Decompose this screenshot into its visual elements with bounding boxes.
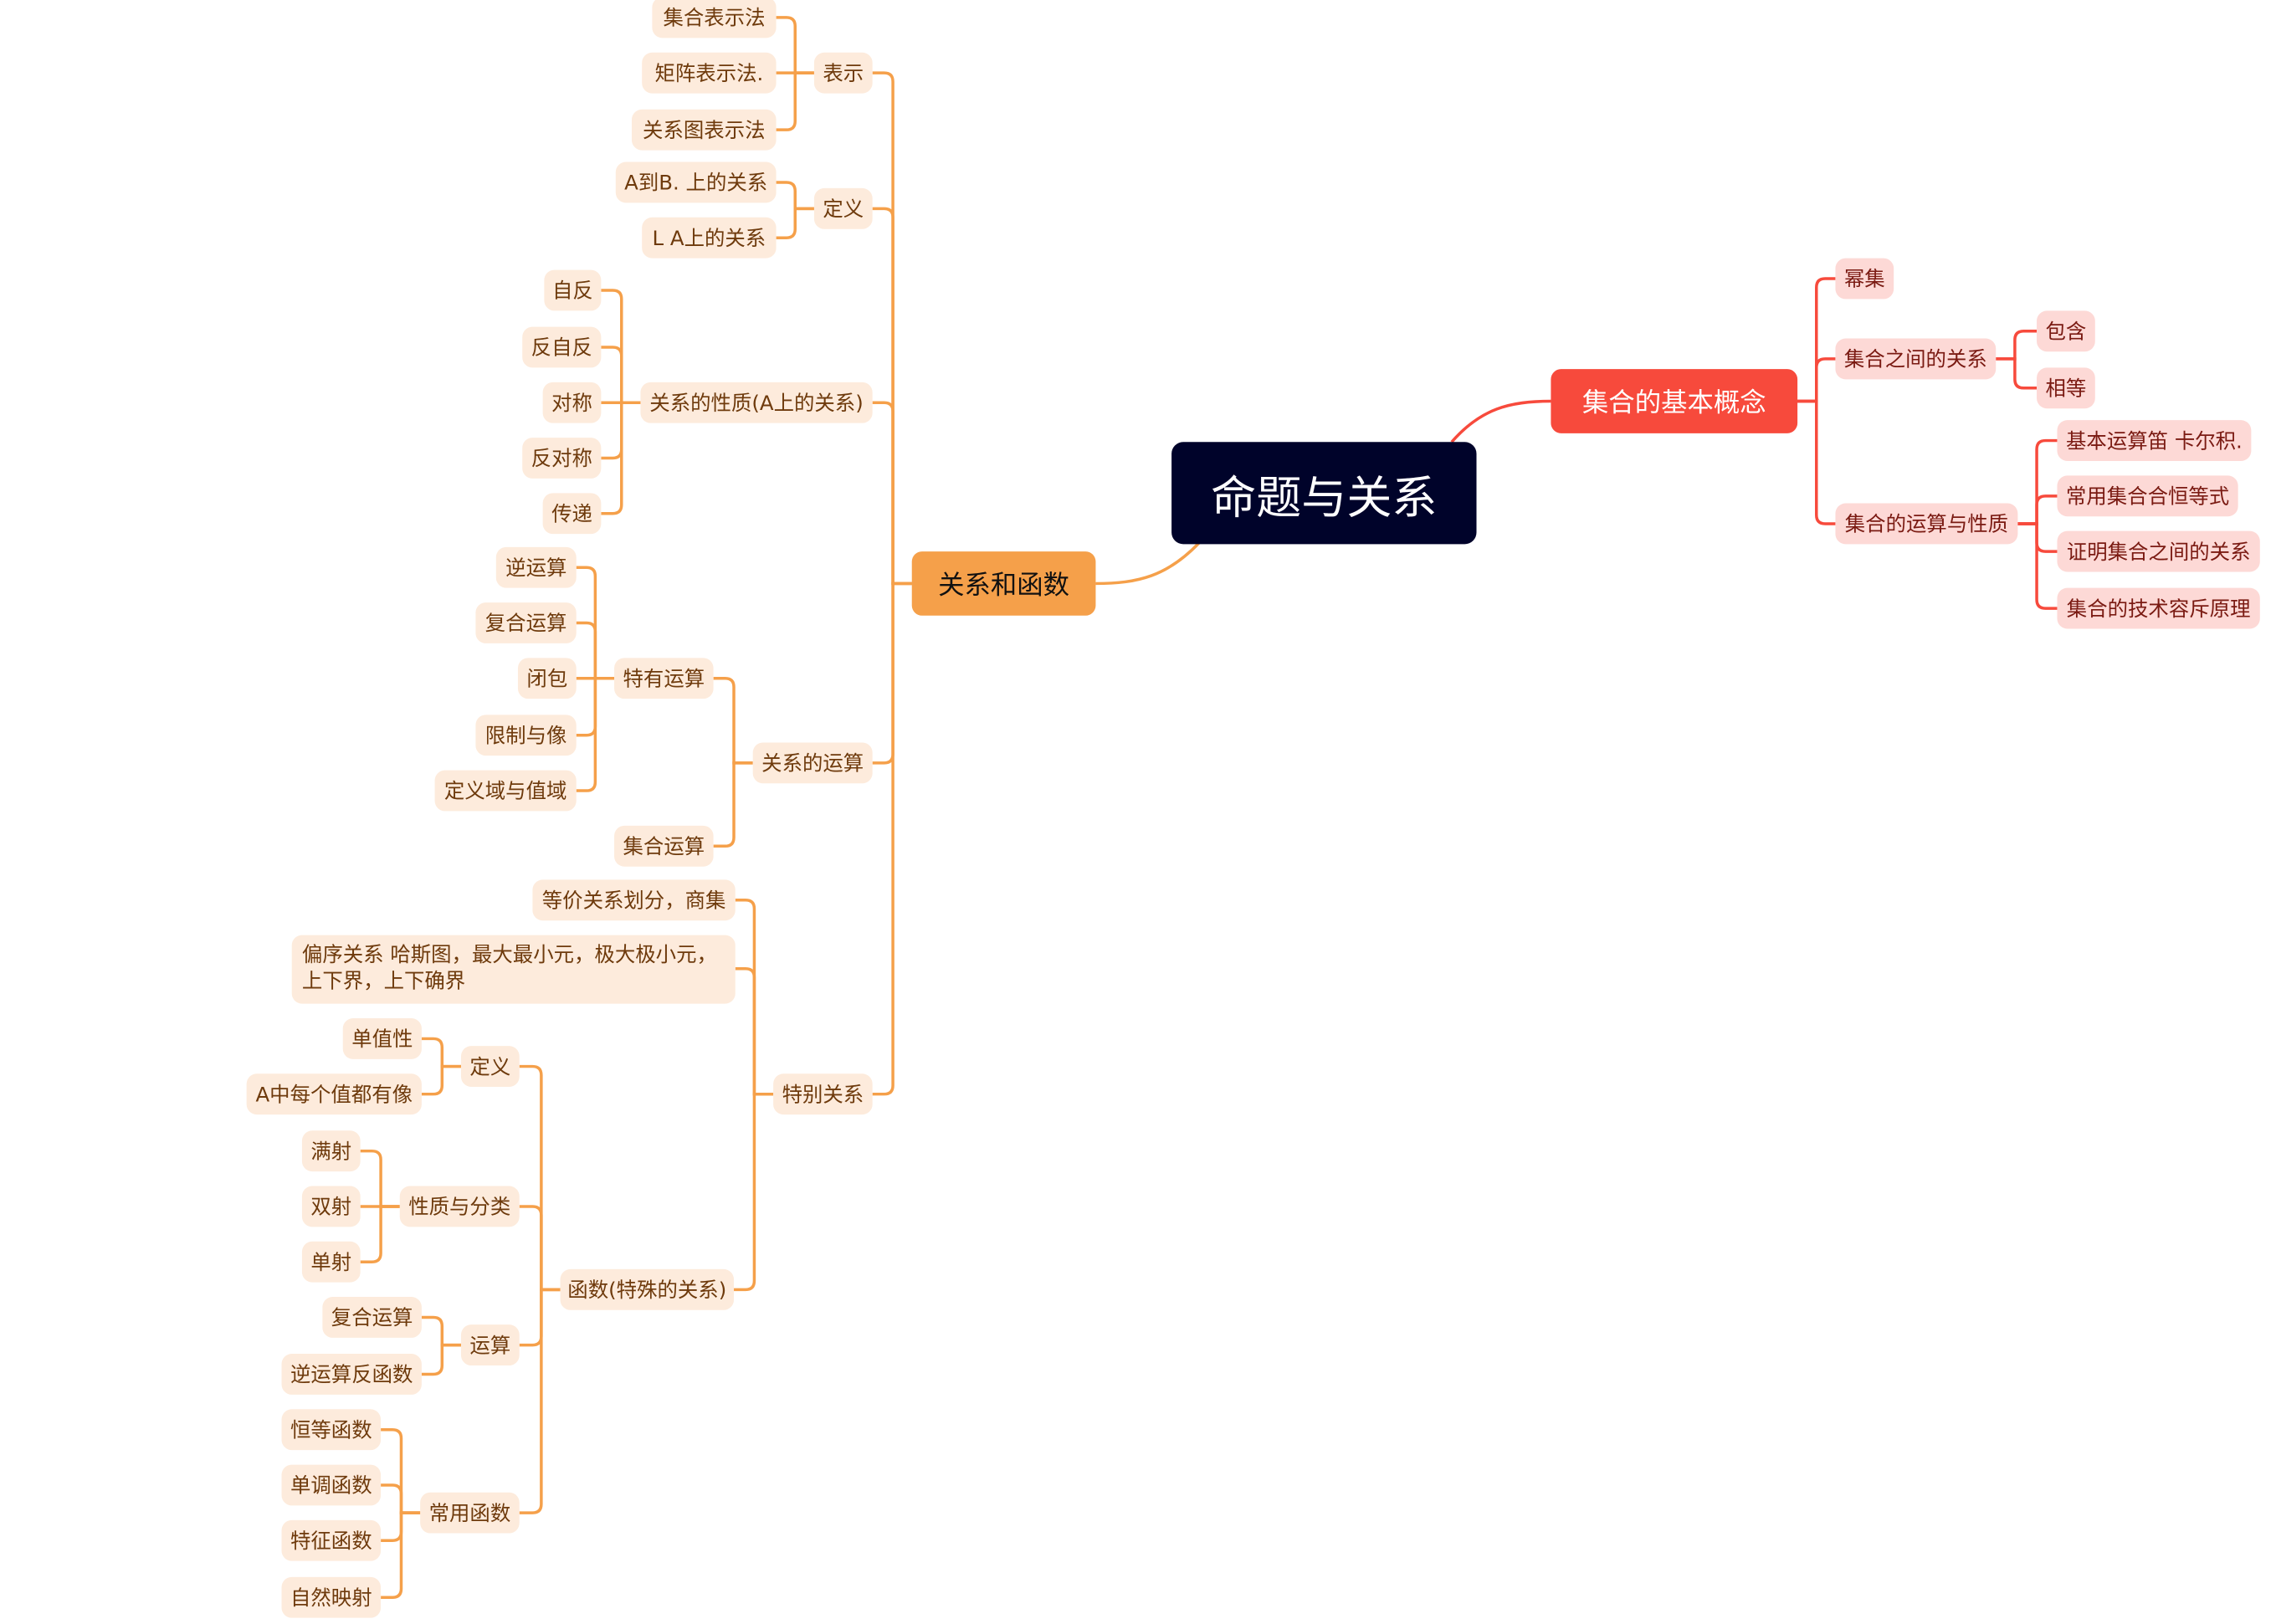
topic-node[interactable]: 关系的运算 <box>752 742 873 784</box>
topic-node[interactable]: 定义 <box>460 1046 520 1087</box>
connector <box>576 621 615 680</box>
connector <box>519 1064 561 1292</box>
connector <box>421 1037 461 1068</box>
topic-node[interactable]: 复合运算 <box>475 602 577 643</box>
topic-node[interactable]: 满射 <box>301 1130 361 1172</box>
connector <box>713 677 753 765</box>
topic-node[interactable]: 函数(特殊的关系) <box>560 1268 735 1310</box>
connector <box>519 1205 561 1292</box>
topic-node[interactable]: 运算 <box>460 1324 520 1366</box>
topic-node[interactable]: 传递 <box>542 493 602 535</box>
connector <box>360 1205 400 1263</box>
connector <box>2017 438 2058 525</box>
topic-node[interactable]: 定义 <box>813 187 873 229</box>
connector <box>1996 357 2038 390</box>
connector <box>601 289 641 404</box>
topic-node[interactable]: 逆运算反函数 <box>281 1354 422 1395</box>
connector <box>776 207 814 239</box>
topic-node[interactable]: 集合之间的关系 <box>1835 338 1997 380</box>
connector <box>1797 357 1836 403</box>
connector <box>381 1483 421 1514</box>
root-topic[interactable]: 命题与关系 <box>1171 442 1477 545</box>
connector <box>713 761 753 848</box>
connector <box>735 899 774 1096</box>
connector <box>1450 399 1551 443</box>
connector <box>601 401 641 515</box>
topic-node[interactable]: 复合运算 <box>322 1297 422 1338</box>
topic-node[interactable]: 集合的运算与性质 <box>1835 503 2018 545</box>
topic-node[interactable]: 常用集合合恒等式 <box>2057 475 2238 517</box>
connector <box>872 71 912 586</box>
topic-node[interactable]: L A上的关系 <box>642 217 777 259</box>
branch-set-basics[interactable]: 集合的基本概念 <box>1551 369 1798 433</box>
topic-node[interactable]: 特别关系 <box>773 1073 873 1115</box>
topic-node[interactable]: 特有运算 <box>614 658 714 699</box>
topic-node[interactable]: 表示 <box>813 52 873 94</box>
connector <box>2017 522 2058 610</box>
connector <box>360 1149 400 1208</box>
connector <box>576 566 615 680</box>
topic-node[interactable]: 反对称 <box>522 438 602 479</box>
topic-node[interactable]: 集合的技术容斥原理 <box>2057 587 2260 629</box>
topic-node[interactable]: 定义域与值域 <box>434 770 577 812</box>
topic-node[interactable]: 常用函数 <box>420 1492 520 1534</box>
topic-node[interactable]: 幂集 <box>1835 258 1894 300</box>
connector <box>735 967 774 1096</box>
connector <box>519 1288 561 1347</box>
topic-node[interactable]: 恒等函数 <box>281 1409 382 1451</box>
topic-node[interactable]: 基本运算笛 卡尔积. <box>2057 420 2252 461</box>
topic-node[interactable]: 等价关系划分，商集 <box>532 879 736 921</box>
connector <box>872 581 912 1096</box>
topic-node[interactable]: 证明集合之间的关系 <box>2057 530 2260 572</box>
topic-node[interactable]: 逆运算 <box>495 546 577 588</box>
connector <box>1095 541 1201 586</box>
topic-node[interactable]: 反自反 <box>522 326 602 368</box>
topic-node[interactable]: 单射 <box>301 1241 361 1283</box>
topic-node[interactable]: 偏序关系 哈斯图，最大最小元，极大极小元，上下界，上下确界 <box>291 934 736 1003</box>
connector <box>576 677 615 792</box>
topic-node[interactable]: 自反 <box>544 269 602 311</box>
topic-node[interactable]: 相等 <box>2037 367 2095 409</box>
topic-node[interactable]: A到B. 上的关系 <box>615 161 777 203</box>
topic-node[interactable]: 单调函数 <box>281 1464 382 1506</box>
connector <box>381 1427 421 1514</box>
topic-node[interactable]: 双射 <box>301 1186 361 1227</box>
connector <box>872 401 912 586</box>
topic-node[interactable]: 限制与像 <box>475 715 577 756</box>
branch-relations-functions[interactable]: 关系和函数 <box>911 551 1096 616</box>
connector <box>872 207 912 586</box>
topic-node[interactable]: 关系图表示法 <box>631 109 777 151</box>
topic-node[interactable]: 集合表示法 <box>652 0 777 38</box>
connector <box>421 1064 461 1096</box>
connector <box>421 1315 461 1347</box>
connector <box>601 346 641 404</box>
topic-node[interactable]: 关系的性质(A上的关系) <box>640 382 873 423</box>
topic-node[interactable]: 自然映射 <box>281 1576 382 1618</box>
topic-node[interactable]: 包含 <box>2037 310 2095 352</box>
topic-node[interactable]: 闭包 <box>517 658 577 699</box>
topic-node[interactable]: 集合运算 <box>614 825 714 867</box>
topic-node[interactable]: 性质与分类 <box>399 1186 520 1227</box>
connector <box>1797 277 1836 403</box>
connector <box>1996 330 2038 361</box>
connector <box>421 1343 461 1376</box>
topic-node[interactable]: 特征函数 <box>281 1519 382 1561</box>
topic-node[interactable]: A中每个值都有像 <box>246 1073 422 1115</box>
connector <box>734 1092 774 1292</box>
connector <box>776 181 814 211</box>
connector <box>519 1288 561 1514</box>
connector <box>776 71 814 131</box>
topic-node[interactable]: 对称 <box>542 382 602 423</box>
connector <box>776 16 814 74</box>
connector <box>1797 399 1836 525</box>
topic-node[interactable]: 矩阵表示法. <box>642 52 777 94</box>
connector <box>381 1511 421 1599</box>
topic-node[interactable]: 单值性 <box>342 1018 422 1059</box>
connector <box>2017 494 2058 525</box>
